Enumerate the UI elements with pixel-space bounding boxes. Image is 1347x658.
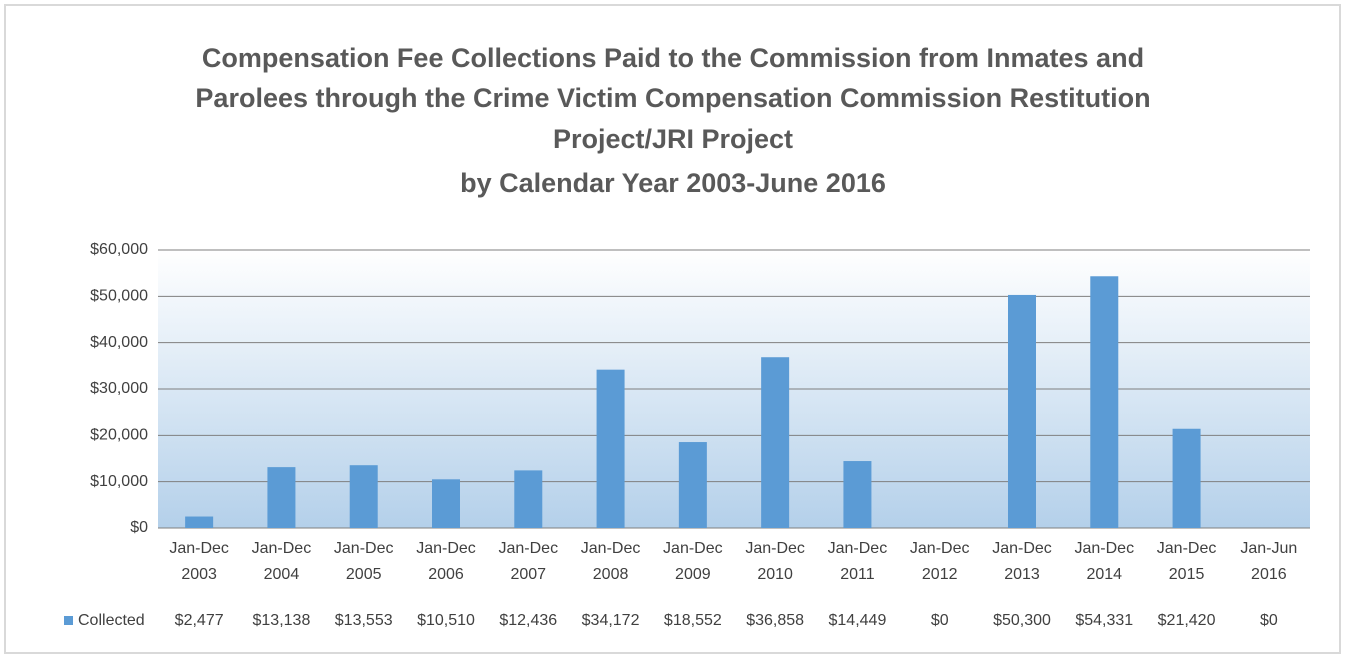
chart-title: Compensation Fee Collections Paid to the… bbox=[202, 43, 1144, 73]
table-value: $12,436 bbox=[499, 612, 557, 629]
x-tick-label: Jan-Dec 2015 bbox=[1156, 540, 1217, 583]
y-tick-label: $30,000 bbox=[90, 380, 148, 397]
y-tick-label: $0 bbox=[130, 519, 148, 536]
chart-title: by Calendar Year 2003-June 2016 bbox=[460, 168, 886, 198]
bar bbox=[1172, 428, 1201, 528]
chart-title: Project/JRI Project bbox=[553, 124, 793, 154]
y-tick-label: $40,000 bbox=[90, 334, 148, 351]
bar bbox=[267, 467, 296, 528]
table-value: $21,420 bbox=[1158, 612, 1216, 629]
table-value: $54,331 bbox=[1075, 612, 1133, 629]
table-value: $10,510 bbox=[417, 612, 475, 629]
table-value: $13,553 bbox=[335, 612, 393, 629]
x-tick-label: Jan-Dec 2005 bbox=[333, 540, 394, 583]
bar bbox=[514, 470, 543, 528]
bar bbox=[596, 369, 625, 528]
bar bbox=[349, 465, 378, 528]
table-value: $50,300 bbox=[993, 612, 1051, 629]
table-value: $13,138 bbox=[253, 612, 311, 629]
x-tick-label: Jan-Dec 2004 bbox=[251, 540, 312, 583]
legend-swatch bbox=[64, 616, 73, 625]
x-tick-label: Jan-Dec 2009 bbox=[663, 540, 723, 583]
x-tick-label: Jan-Dec 2007 bbox=[498, 540, 559, 583]
y-tick-label: $50,000 bbox=[90, 288, 148, 305]
table-value: $34,172 bbox=[582, 612, 640, 629]
table-value: $2,477 bbox=[175, 612, 224, 629]
x-tick-label: Jan-Dec 2013 bbox=[992, 540, 1052, 583]
y-tick-label: $60,000 bbox=[90, 241, 148, 258]
x-tick-label: Jan-Dec 2014 bbox=[1074, 540, 1135, 583]
bar bbox=[1008, 294, 1036, 528]
table-value: $14,449 bbox=[829, 612, 887, 629]
bar bbox=[761, 357, 790, 528]
x-tick-label: Jan-Jun 2016 bbox=[1240, 540, 1298, 583]
x-tick-label: Jan-Dec 2010 bbox=[745, 540, 805, 583]
x-tick-label: Jan-Dec 2008 bbox=[580, 540, 641, 583]
bar bbox=[432, 479, 460, 528]
x-tick-label: Jan-Dec 2012 bbox=[909, 540, 970, 583]
table-value: $36,858 bbox=[746, 612, 804, 629]
chart-frame bbox=[4, 4, 1341, 654]
table-value: $18,552 bbox=[664, 612, 722, 629]
x-tick-label: Jan-Dec 2003 bbox=[169, 540, 229, 583]
table-value: $0 bbox=[931, 612, 949, 629]
x-tick-label: Jan-Dec 2011 bbox=[827, 540, 888, 583]
y-tick-label: $20,000 bbox=[90, 427, 148, 444]
bar bbox=[1090, 276, 1119, 528]
bar bbox=[678, 442, 707, 528]
y-tick-label: $10,000 bbox=[90, 473, 148, 490]
bar bbox=[843, 461, 872, 528]
bar bbox=[185, 516, 214, 528]
chart-title: Parolees through the Crime Victim Compen… bbox=[195, 83, 1150, 113]
legend-label: Collected bbox=[78, 612, 145, 629]
table-value: $0 bbox=[1260, 612, 1278, 629]
x-tick-label: Jan-Dec 2006 bbox=[416, 540, 476, 583]
